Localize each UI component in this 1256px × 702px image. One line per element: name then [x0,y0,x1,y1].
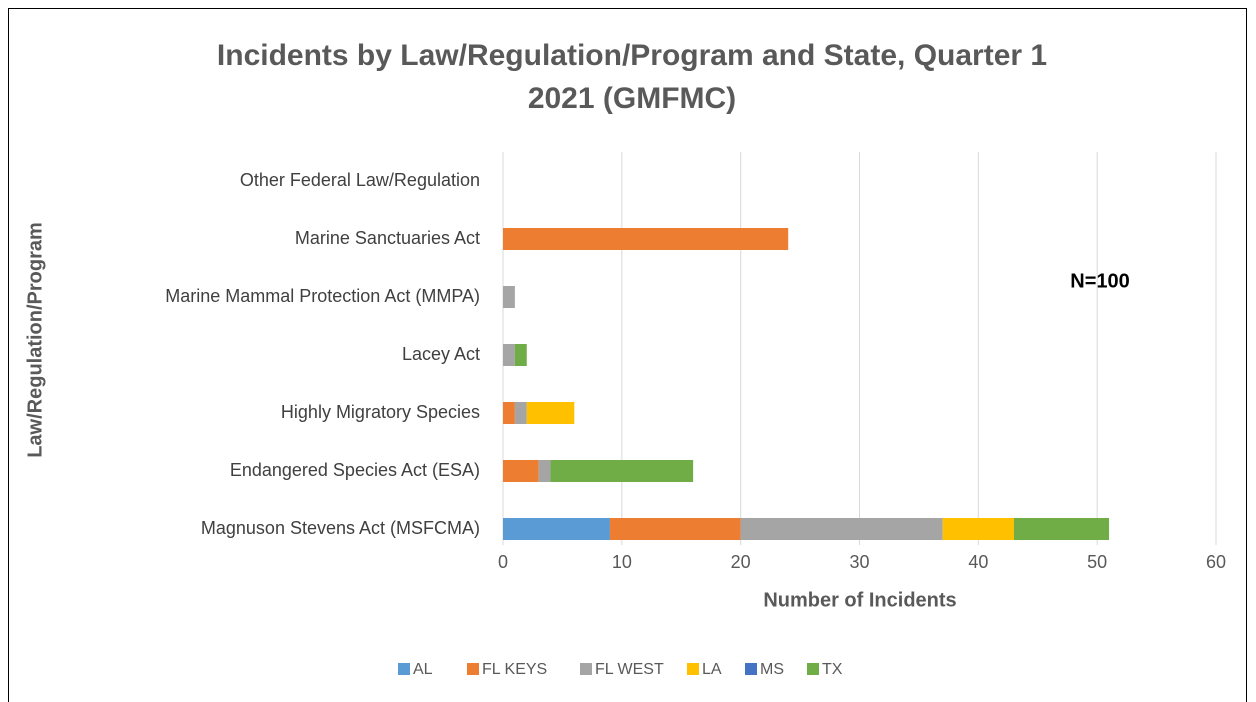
legend-label: MS [760,661,784,678]
x-tick-label: 40 [968,552,988,572]
x-tick-label: 30 [849,552,869,572]
legend-swatch [745,663,757,675]
y-axis-label: Law/Regulation/Program [24,222,46,458]
x-tick-label: 60 [1206,552,1226,572]
legend-label: FL WEST [595,661,664,678]
x-tick-label: 10 [612,552,632,572]
legend-swatch [580,663,592,675]
bar-segment [942,518,1014,540]
y-tick-label: Other Federal Law/Regulation [240,170,480,190]
chart-frame [8,8,1247,702]
legend-label: TX [822,661,843,678]
bar-segment [514,344,527,366]
chart-title: 2021 (GMFMC) [528,82,736,115]
y-tick-label: Magnuson Stevens Act (MSFCMA) [201,518,480,538]
chart-title: Incidents by Law/Regulation/Program and … [217,39,1047,72]
legend-label: LA [702,661,722,678]
bar-segment [503,344,515,366]
bar-segment [514,402,527,424]
legend-label: AL [413,661,433,678]
y-tick-label: Lacey Act [402,344,480,364]
legend-swatch [467,663,479,675]
legend-swatch [807,663,819,675]
bar-segment [1013,518,1110,540]
bar-segment [526,402,575,424]
legend-swatch [398,663,410,675]
bar-segment [538,460,551,482]
x-tick-label: 0 [498,552,508,572]
annotation: N=100 [1070,270,1130,292]
legend-label: FL KEYS [482,661,547,678]
bar-segment [609,518,741,540]
y-tick-label: Marine Sanctuaries Act [295,228,480,248]
x-tick-label: 50 [1087,552,1107,572]
bar-segment [503,460,539,482]
bar-segment [740,518,943,540]
y-tick-label: Highly Migratory Species [281,402,480,422]
y-tick-label: Endangered Species Act (ESA) [230,460,480,480]
bar-segment [503,518,610,540]
bar-segment [550,460,694,482]
bar-segment [503,228,789,250]
x-tick-label: 20 [731,552,751,572]
bar-segment [503,402,515,424]
y-tick-label: Marine Mammal Protection Act (MMPA) [165,286,480,306]
legend-swatch [687,663,699,675]
x-axis-label: Number of Incidents [763,589,956,611]
bar-segment [503,286,515,308]
